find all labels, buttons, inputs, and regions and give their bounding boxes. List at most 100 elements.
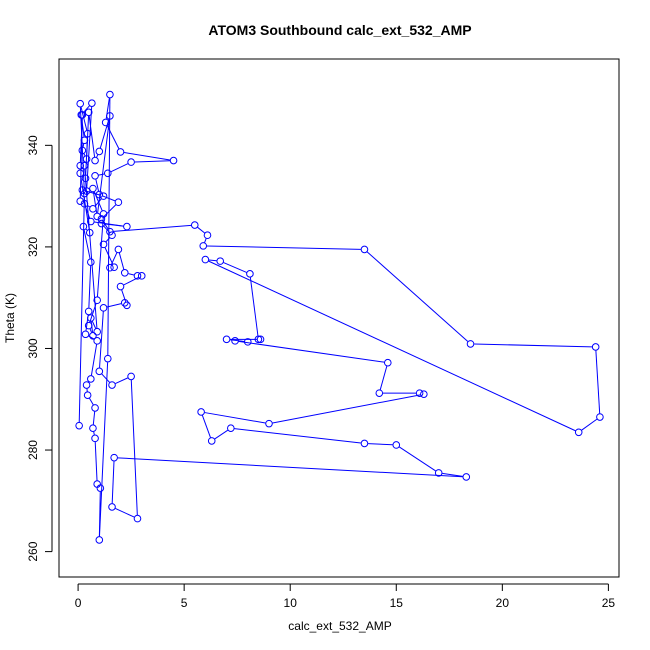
series-segment [97,119,110,213]
series-segment [82,143,85,147]
series-segment [78,197,85,423]
data-point [596,413,604,421]
data-point [360,245,369,254]
series-segment [115,377,129,385]
series-segment [214,429,229,440]
data-point [91,434,99,443]
series-segment [113,224,192,232]
series-segment [117,457,463,478]
data-point [574,428,583,437]
data-point [231,337,239,345]
data-point [591,343,600,351]
series-segment [595,350,601,414]
y-axis: 260 280 300 320 340 [26,135,53,562]
data-point [116,148,125,156]
data-point [106,263,114,272]
series-segment [103,204,117,217]
data-point [85,228,94,237]
series-segment [94,441,98,481]
series-segment [96,154,99,158]
data-point [84,108,93,117]
data-point [106,90,114,99]
series-segment [104,247,114,265]
series-segment [399,446,436,472]
x-axis: 0 5 10 15 20 25 [75,583,615,610]
series-segment [103,225,110,233]
y-tick-label: 280 [26,440,40,460]
data-point [89,331,97,340]
series-segment [123,152,171,161]
data-point [137,272,146,280]
series-segment [85,190,101,196]
data-point [222,335,231,344]
data-point [123,301,131,310]
series-segment [118,252,125,270]
data-point [203,231,212,240]
data-point [95,367,104,376]
series-segment [238,340,385,363]
data-point [197,408,205,416]
data-point [87,314,95,322]
data-point [76,169,85,178]
series-layer [75,90,604,544]
data-point [120,269,129,277]
series-segment [208,259,217,262]
data-point [360,439,369,448]
series-segment [134,160,170,163]
data-point [110,453,118,462]
series-segment [83,105,90,113]
data-point [93,337,101,345]
data-point [108,503,116,511]
data-point [87,258,95,266]
series-segment [107,98,111,356]
data-point [76,197,85,205]
data-point [89,424,97,433]
series-segment [93,431,95,435]
data-point [81,330,90,339]
data-point [89,184,97,193]
plot-frame [58,58,620,578]
y-tick-label: 340 [26,135,40,155]
series-segment [94,221,124,227]
data-point [81,174,90,183]
series-segment [249,277,259,336]
series-segment [89,398,94,406]
data-point [88,99,96,107]
data-point [93,296,101,305]
data-point [254,335,263,344]
x-tick-label: 5 [181,596,188,610]
data-point [169,156,178,165]
series-segment [106,303,122,308]
series-segment [130,379,138,516]
data-point [78,111,87,119]
y-tick-label: 320 [26,237,40,257]
data-point [190,221,199,229]
data-point [466,340,475,348]
series-segment [99,311,104,368]
series-segment [101,373,110,383]
data-point [79,222,88,231]
series-segment [204,238,207,243]
series-segment [92,411,96,425]
series-segment [80,107,88,131]
series-segment [86,115,90,156]
series-segment [110,163,129,173]
series-segment [79,118,83,198]
data-point [99,192,108,200]
data-point [99,210,108,218]
data-point [201,255,210,264]
data-point [78,146,87,155]
data-point [84,307,93,316]
series-segment [115,507,135,518]
data-point [108,381,116,389]
data-point [114,198,123,207]
data-point [462,473,471,481]
data-point [97,215,106,223]
data-point [76,99,85,108]
series-segment [90,344,98,376]
series-segment [85,228,88,231]
data-point [99,240,108,249]
x-axis-label: calc_ext_532_AMP [288,619,391,633]
series-segment [368,443,393,446]
series-segment [105,237,110,243]
